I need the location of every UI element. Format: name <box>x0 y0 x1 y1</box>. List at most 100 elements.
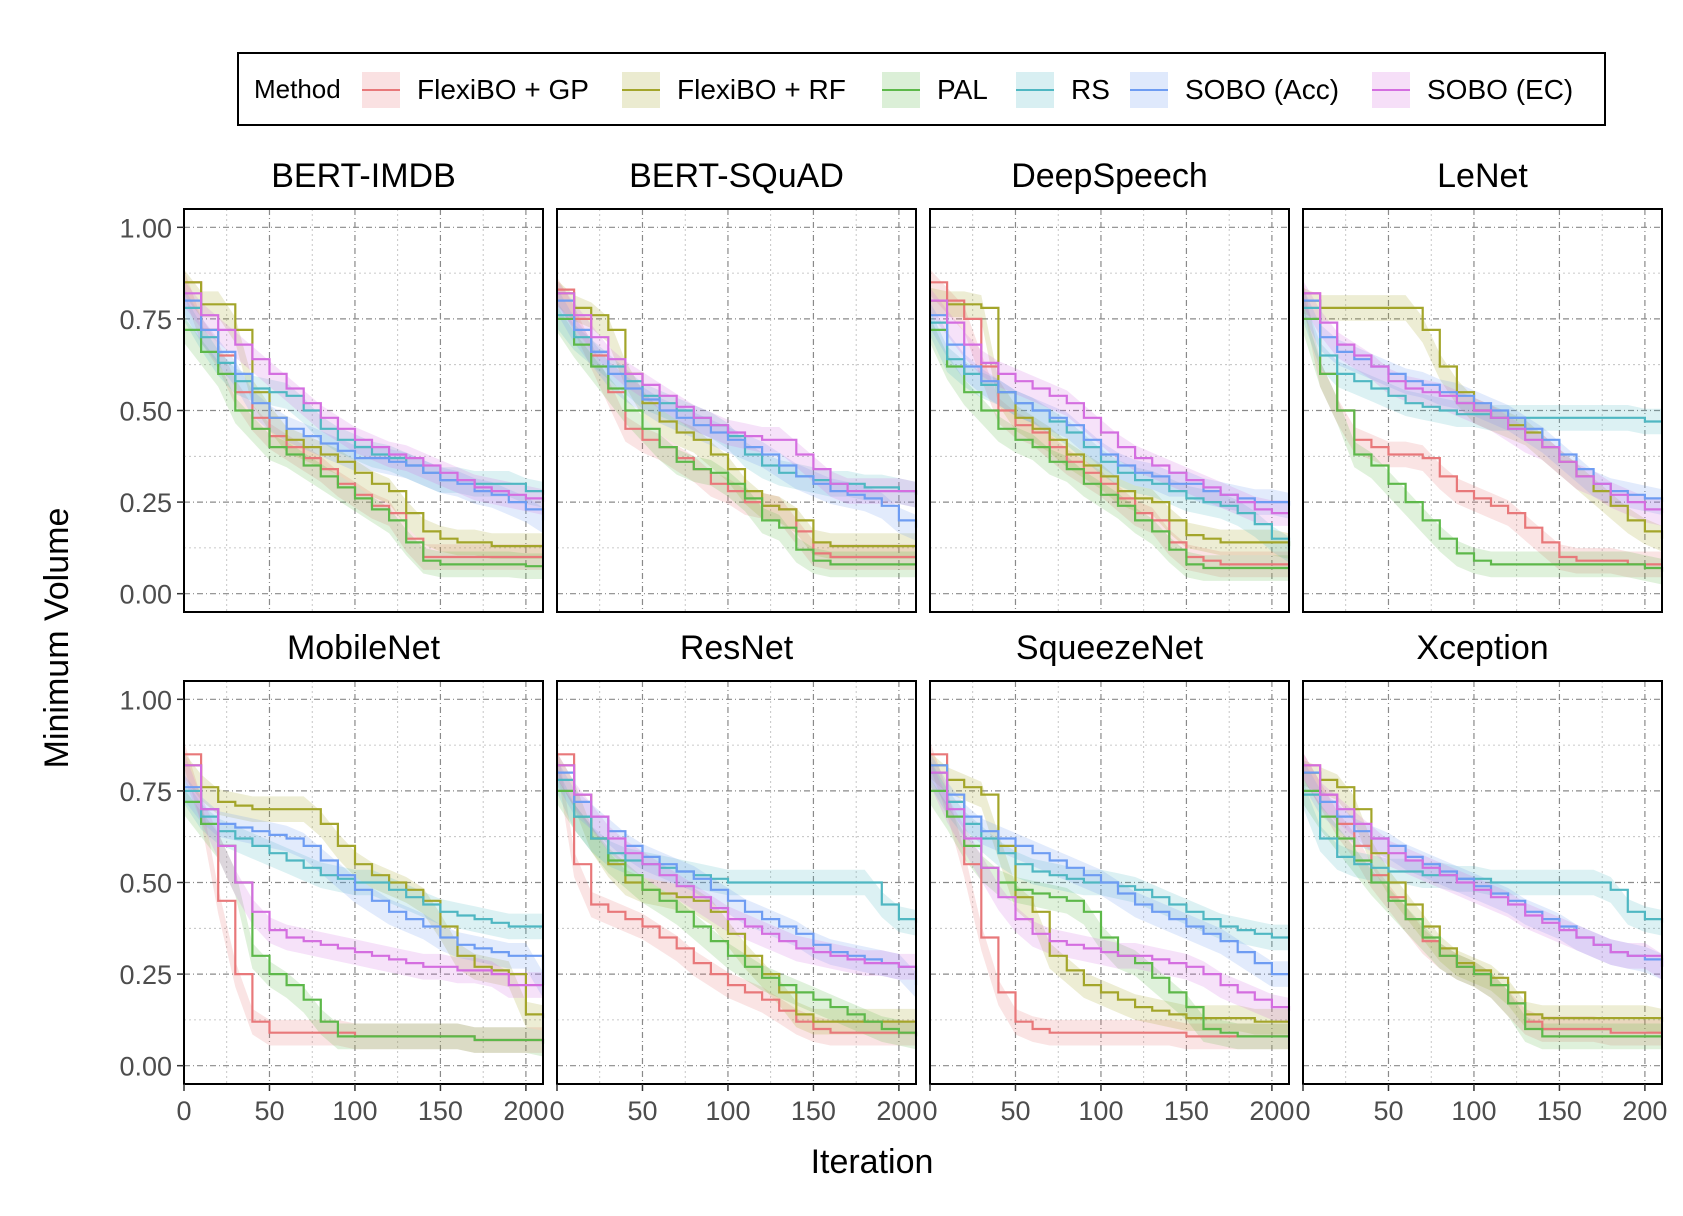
series-ribbon <box>1303 781 1662 936</box>
series-line <box>930 328 1289 570</box>
series-ribbon <box>184 752 543 1031</box>
legend-item: RS <box>1016 72 1110 108</box>
x-tick-label: 50 <box>254 1096 284 1126</box>
legend-entries: FlexiBO + GP FlexiBO + RF PAL RS SOBO (Acc) S… <box>362 72 1573 108</box>
series-line <box>1303 306 1662 423</box>
panel-frame <box>556 680 917 1085</box>
series-ribbon <box>1303 306 1662 585</box>
series-ribbon <box>184 295 543 508</box>
legend-item: FlexiBO + RF <box>622 72 846 108</box>
series-line <box>184 764 545 1019</box>
series-ribbon <box>184 317 543 579</box>
legend-label: FlexiBO + GP <box>417 74 589 105</box>
y-tick-label: 1.00 <box>119 213 172 243</box>
x-tick-label: 200 <box>876 1096 921 1126</box>
legend-label: FlexiBO + RF <box>677 74 846 105</box>
series-ribbon <box>930 759 1289 951</box>
y-tick-label: 0.50 <box>119 397 172 427</box>
legend-label: SOBO (Acc) <box>1185 74 1339 105</box>
series-ribbon <box>930 287 1289 559</box>
series-line <box>184 764 543 987</box>
series-line <box>557 292 918 495</box>
series-ribbon <box>557 280 916 559</box>
x-tick-label: 100 <box>1078 1096 1123 1126</box>
series-ribbon <box>184 269 543 570</box>
x-tick-label: 200 <box>503 1096 548 1126</box>
facet-panel: BERT-SQuAD <box>556 157 918 613</box>
x-tick-label: 100 <box>332 1096 377 1126</box>
legend-label: RS <box>1071 74 1110 105</box>
series-ribbon <box>184 789 543 1057</box>
series-ribbon <box>1303 287 1662 515</box>
series-line <box>557 288 916 559</box>
series-ribbon <box>930 302 1289 519</box>
panel-title: BERT-IMDB <box>271 157 456 195</box>
series-ribbon <box>1303 295 1662 435</box>
y-tick-label: 0.50 <box>119 869 172 899</box>
x-tick-label: 50 <box>1373 1096 1403 1126</box>
series-line <box>930 764 1289 1023</box>
series-line <box>1303 764 1664 967</box>
series-line <box>557 764 916 1023</box>
series-ribbon <box>930 269 1289 578</box>
x-tick-label: 100 <box>1451 1096 1496 1126</box>
series-line <box>1303 292 1664 514</box>
panel-title: ResNet <box>680 629 794 667</box>
facet-panel: ResNet 0 50 100 150 200 <box>549 629 921 1126</box>
series-ribbon <box>184 774 543 998</box>
x-tick-label: 150 <box>791 1096 836 1126</box>
y-tick-label: 0.00 <box>119 580 172 610</box>
series-line <box>557 292 916 548</box>
y-axis-title: Minimum Volume <box>38 508 76 769</box>
legend: Method FlexiBO + GP FlexiBO + RF PAL RS SOBO… <box>237 52 1606 126</box>
series-line <box>930 299 1291 547</box>
series-line <box>557 317 916 566</box>
series-line <box>930 771 1291 1011</box>
panel-title: SqueezeNet <box>1016 629 1204 667</box>
series-ribbon <box>930 759 1289 1024</box>
x-axis-title: Iteration <box>811 1143 934 1181</box>
panel-frame <box>929 208 1290 613</box>
series-ribbon <box>184 752 543 998</box>
y-tick-label: 0.75 <box>119 305 172 335</box>
facet-panel: BERT-IMDB 0.00 0.25 0.50 0.75 1.00 <box>119 157 545 613</box>
x-tick-label: 150 <box>1164 1096 1209 1126</box>
legend-item: FlexiBO + GP <box>362 72 589 108</box>
x-tick-label: 0 <box>1295 1096 1310 1126</box>
series-ribbon <box>1303 759 1662 980</box>
y-tick-label: 0.75 <box>119 777 172 807</box>
legend-label: PAL <box>937 74 988 105</box>
x-tick-label: 0 <box>176 1096 191 1126</box>
series-line <box>1303 317 1664 572</box>
x-tick-label: 0 <box>922 1096 937 1126</box>
panel-frame <box>1302 208 1663 613</box>
facet-panel: LeNet <box>1302 157 1664 613</box>
series-line <box>1303 292 1662 566</box>
series-ribbon <box>930 752 1289 987</box>
panel-title: BERT-SQuAD <box>629 157 844 195</box>
series-ribbon <box>1303 287 1662 552</box>
x-tick-label: 150 <box>418 1096 463 1126</box>
series-ribbon <box>930 752 1289 1035</box>
series-line <box>184 292 545 503</box>
series-ribbon <box>184 269 543 559</box>
facet-panel: DeepSpeech <box>929 157 1291 613</box>
panel-title: Xception <box>1416 629 1548 667</box>
series-line <box>557 771 918 986</box>
panel-title: DeepSpeech <box>1011 157 1208 195</box>
series-line <box>930 753 1289 1038</box>
series-ribbon <box>557 276 916 570</box>
legend-item: PAL <box>882 72 988 108</box>
panel-frame <box>929 680 1290 1085</box>
x-tick-label: 100 <box>705 1096 750 1126</box>
series-ribbon <box>1303 752 1662 1046</box>
panel-title: MobileNet <box>287 629 441 667</box>
series-line <box>557 778 918 923</box>
y-tick-label: 0.25 <box>119 960 172 990</box>
x-tick-label: 50 <box>1000 1096 1030 1126</box>
series-line <box>557 753 916 1034</box>
x-tick-label: 200 <box>1622 1096 1667 1126</box>
series-ribbon <box>557 759 916 998</box>
